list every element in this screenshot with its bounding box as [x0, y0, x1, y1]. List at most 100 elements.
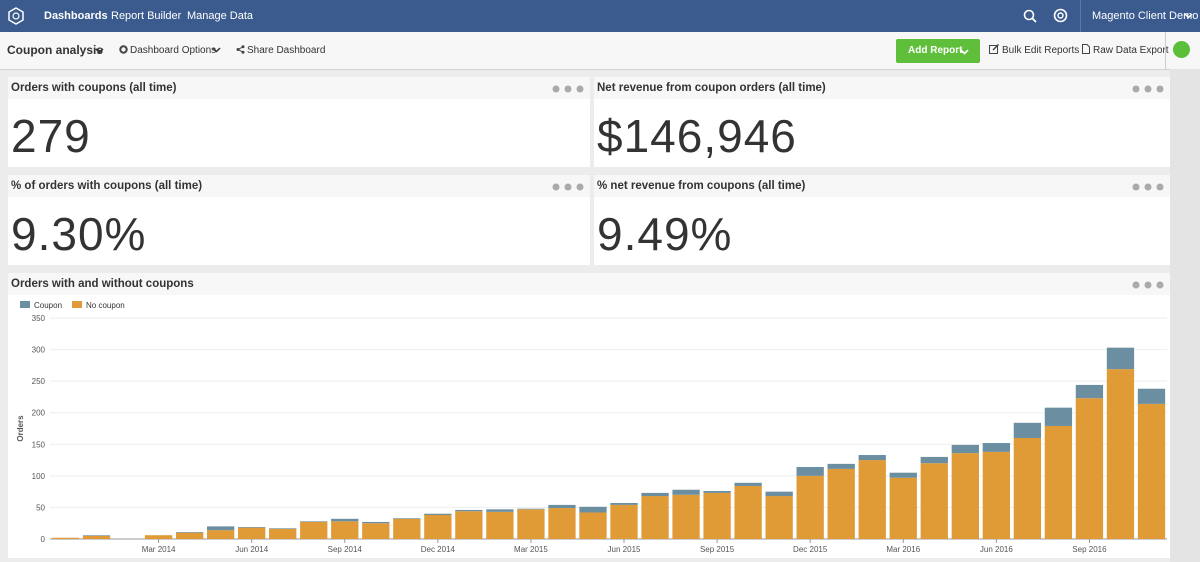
bar-segment — [1137, 403, 1166, 539]
chart-title: Orders with and without coupons — [11, 278, 194, 290]
bar-segment — [1106, 347, 1135, 370]
chevron — [212, 47, 221, 53]
y-tick-label: 350 — [32, 314, 46, 323]
bar-segment — [238, 527, 266, 528]
nav-item[interactable]: Report Builder — [111, 10, 182, 22]
bar-segment — [331, 518, 359, 522]
bar-segment — [610, 503, 638, 505]
kpi-tile: Orders with coupons (all time) 279 — [8, 77, 590, 167]
x-tick-label: Sep 2014 — [328, 545, 363, 554]
share-icon — [236, 45, 245, 54]
top-nav: Dashboards Report Builder Manage Data Ma… — [0, 0, 1200, 32]
tile-icons[interactable] — [552, 183, 586, 191]
bar-segment — [734, 482, 762, 486]
bar-segment — [51, 537, 80, 539]
bar-segment — [920, 456, 948, 464]
bar-segment — [175, 532, 204, 533]
bar-segment — [796, 475, 824, 539]
chevron — [1184, 13, 1193, 19]
bar-segment — [1044, 407, 1073, 426]
bar-segment — [982, 443, 1010, 452]
bar-segment — [362, 523, 390, 539]
bar-segment — [827, 468, 855, 539]
bar-segment — [238, 527, 266, 539]
bar-segment — [300, 521, 328, 522]
file-icon — [1082, 44, 1090, 54]
x-tick-label: Jun 2014 — [235, 545, 268, 554]
x-tick-label: Dec 2014 — [421, 545, 456, 554]
bar-segment — [300, 521, 328, 539]
bar-segment — [548, 508, 576, 539]
bar-segment — [548, 504, 576, 509]
bar-segment — [1044, 425, 1073, 539]
chart-tile: Orders with and without coupons 0 50 100 15… — [8, 273, 1170, 558]
bar-segment — [579, 512, 607, 539]
bar-segment — [269, 528, 297, 529]
x-tick-label: Sep 2016 — [1072, 545, 1107, 554]
bar-segment — [207, 526, 235, 531]
bar-segment — [796, 467, 824, 476]
x-tick-label: Mar 2015 — [514, 545, 548, 554]
y-tick-label: 0 — [41, 535, 46, 544]
kpi-value: 9.49% — [597, 208, 733, 260]
account-menu[interactable]: Magento Client Demo — [1092, 10, 1199, 22]
y-tick-label: 50 — [36, 503, 45, 512]
y-axis-label: Orders — [16, 415, 25, 442]
y-tick-label: 150 — [32, 440, 46, 449]
tile-title: % of orders with coupons (all time) — [11, 180, 203, 192]
bar-segment — [424, 513, 452, 516]
y-tick-label: 100 — [32, 472, 46, 481]
x-tick-label: Dec 2015 — [793, 545, 828, 554]
tile-icons[interactable] — [552, 85, 586, 93]
bulk-edit-reports[interactable]: Bulk Edit Reports — [1002, 45, 1080, 56]
search-icon[interactable] — [1023, 9, 1037, 23]
bar-segment — [951, 444, 979, 454]
bar-segment — [672, 494, 700, 539]
edit-icon — [989, 44, 999, 54]
bar-segment — [765, 491, 793, 497]
chevron — [95, 48, 104, 54]
bar-segment — [827, 463, 855, 469]
tile-icons[interactable] — [1132, 85, 1166, 93]
bar-segment — [982, 451, 1010, 539]
bar-segment — [393, 518, 421, 519]
bar-segment — [269, 528, 297, 539]
bar-segment — [858, 455, 886, 461]
bar-segment — [82, 535, 111, 539]
dashboard-name[interactable]: Coupon analysis — [7, 43, 104, 57]
logo — [8, 7, 24, 25]
bar-segment — [703, 492, 731, 539]
bar-segment — [207, 530, 235, 539]
legend-swatch — [72, 301, 83, 308]
kpi-value: 279 — [11, 110, 91, 162]
bar-segment — [331, 521, 359, 539]
bar-segment — [920, 463, 948, 539]
kpi-value: 9.30% — [11, 208, 147, 260]
bar-segment — [1013, 437, 1042, 539]
bar-segment — [175, 532, 204, 539]
bar-segment — [951, 453, 979, 539]
bar-segment — [858, 460, 886, 539]
bar-segment — [703, 491, 731, 493]
tile-icons[interactable] — [1132, 183, 1166, 191]
bar-segment — [734, 485, 762, 539]
x-tick-label: Jun 2016 — [980, 545, 1013, 554]
nav-item[interactable]: Manage Data — [187, 10, 254, 22]
add-report-button[interactable]: Add Report — [896, 39, 980, 63]
bar-segment — [82, 535, 111, 536]
help-icon[interactable] — [1053, 8, 1068, 23]
bar-segment — [1137, 388, 1166, 404]
toolbar: Coupon analysis Dashboard Options Share … — [0, 32, 1200, 70]
tile-title: Net revenue from coupon orders (all time… — [597, 82, 826, 94]
dashboard-options[interactable]: Dashboard Options — [130, 45, 217, 56]
tile-icons[interactable] — [1132, 281, 1166, 289]
y-tick-label: 200 — [32, 409, 46, 418]
share-dashboard[interactable]: Share Dashboard — [247, 45, 326, 56]
bar-segment — [610, 504, 638, 539]
bar-segment — [889, 472, 917, 478]
kpi-tile: % net revenue from coupons (all time) 9.… — [594, 175, 1170, 265]
bar-segment — [1075, 384, 1104, 399]
raw-data-export[interactable]: Raw Data Export — [1093, 45, 1169, 56]
nav-item[interactable]: Dashboards — [44, 10, 108, 22]
